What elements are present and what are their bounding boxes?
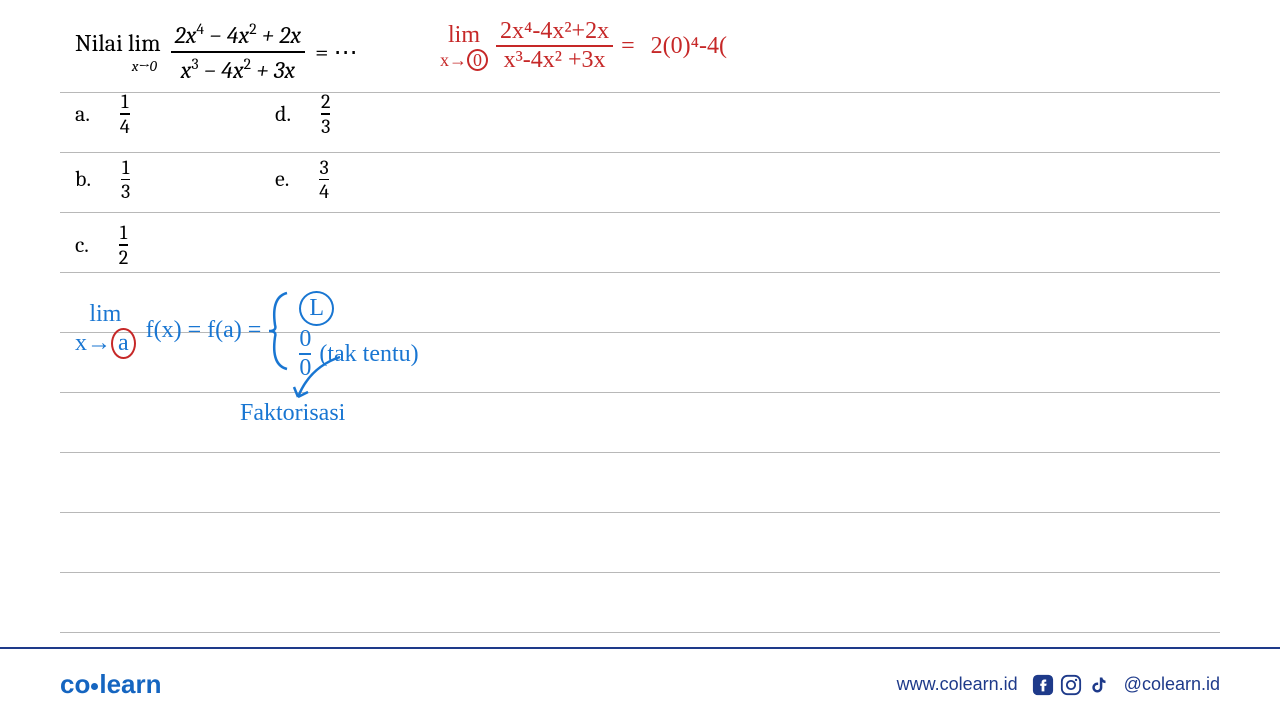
answer-choices: a. 1 4 d. 2 3 b. 1 [75,90,475,287]
problem-fraction: 2x4 − 4x2 + 2x x3 − 4x2 + 3x [171,20,305,84]
ruled-line [410,152,1220,153]
ruled-line [410,92,1220,93]
ruled-line [60,632,1220,633]
ruled-line [410,212,1220,213]
red-handwriting: lim x→0 2x⁴-4x²+2x x³-4x² +3x = 2(0)⁴-4( [440,18,727,74]
page: Nilai lim x→0 2x4 − 4x2 + 2x x3 − 4x2 + … [0,0,1280,720]
blue-faktorisasi-label: Faktorisasi [240,400,345,427]
problem-equals: = ⋯ [315,38,358,66]
red-circled-zero: 0 [467,49,488,71]
footer-right: www.colearn.id @colearn.id [897,674,1220,696]
blue-limit-operator: lim x→a [75,301,136,359]
blue-handwriting: lim x→a f(x) = f(a) = L 0 0 (tak tentu) [75,285,419,375]
answer-e: e. 3 4 [275,156,475,204]
limit-operator: lim x→0 [128,29,161,75]
red-rhs: 2(0)⁴-4( [651,33,727,60]
logo-dot-icon [91,683,98,690]
ruled-line [60,512,1220,513]
blue-fx-equation: f(x) = f(a) = [146,317,262,344]
footer-website: www.colearn.id [897,674,1018,695]
ruled-line [60,452,1220,453]
footer-handle: @colearn.id [1124,674,1220,695]
answer-b: b. 1 3 [75,156,275,204]
instagram-icon [1060,674,1082,696]
blue-circled-a: a [111,328,136,359]
red-fraction: 2x⁴-4x²+2x x³-4x² +3x [496,18,613,74]
answer-d: d. 2 3 [275,90,475,138]
answer-a: a. 1 4 [75,90,275,138]
tiktok-icon [1088,674,1110,696]
footer: colearn www.colearn.id @colearn.id [0,647,1280,720]
red-limit-operator: lim x→0 [440,22,488,71]
answer-c: c. 1 2 [75,221,275,269]
colearn-logo: colearn [60,669,162,700]
problem-prefix: Nilai [75,29,123,57]
social-icons [1032,674,1110,696]
facebook-icon [1032,674,1054,696]
ruled-line [60,572,1220,573]
ruled-line [60,392,1220,393]
problem-statement: Nilai lim x→0 2x4 − 4x2 + 2x x3 − 4x2 + … [75,20,358,84]
blue-result-L: L [299,291,418,326]
